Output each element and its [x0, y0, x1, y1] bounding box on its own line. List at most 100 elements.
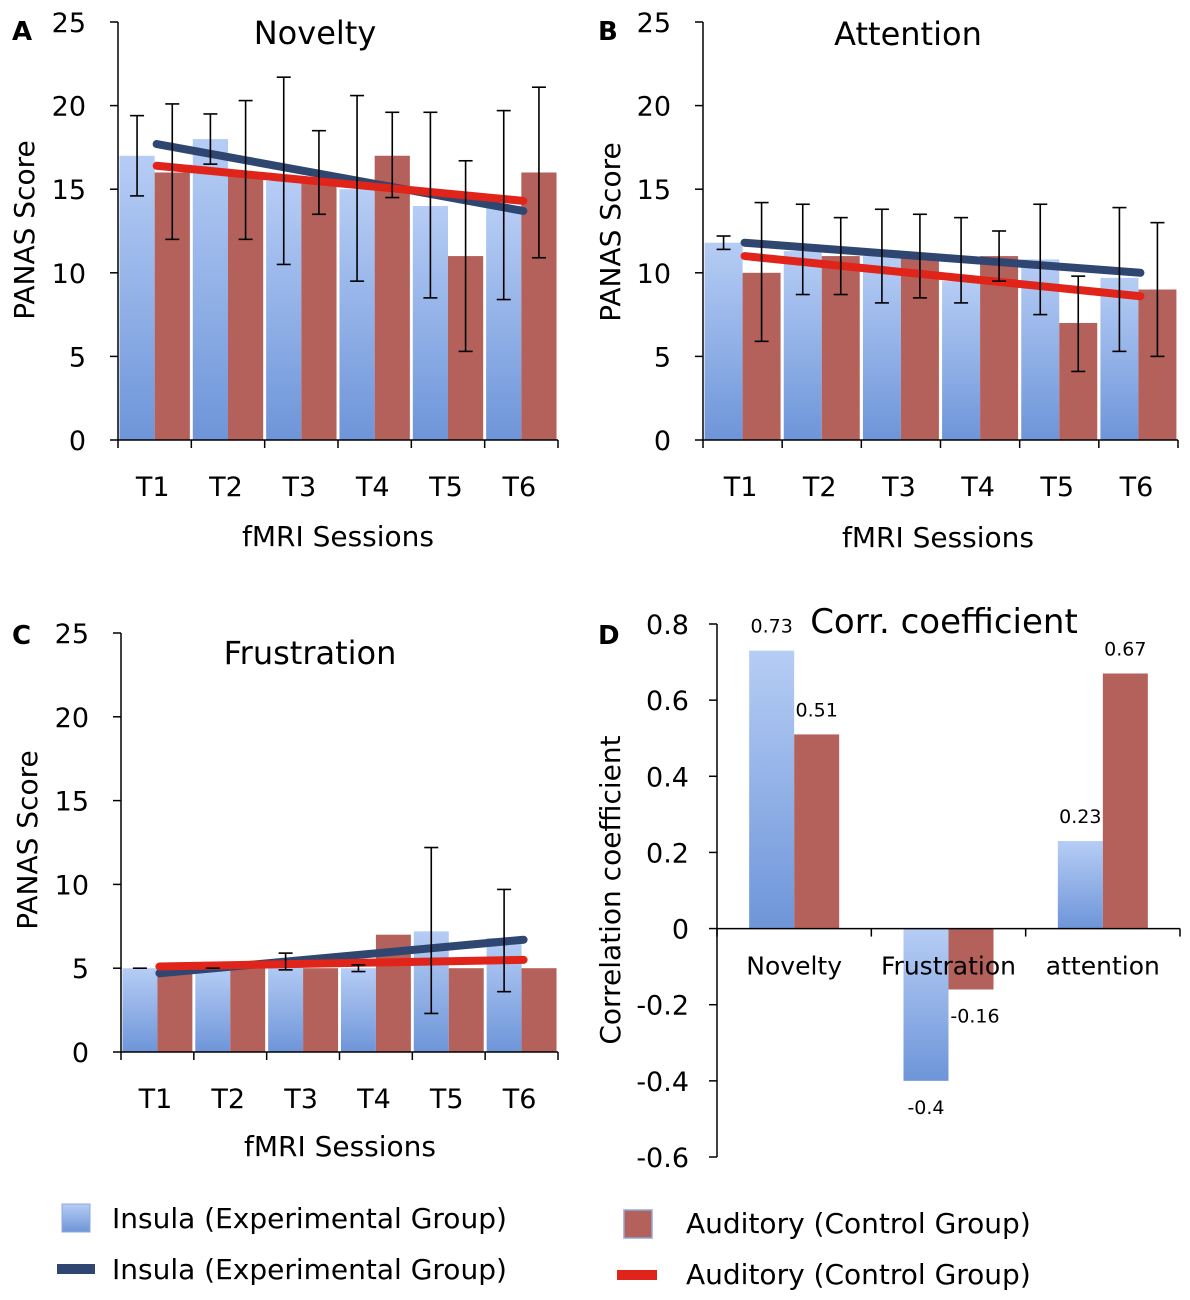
- x-tick-label: T6: [502, 1084, 537, 1115]
- x-tick-label: T5: [429, 1084, 464, 1115]
- error-bar-insula: [1112, 206, 1127, 353]
- bar-insula: [340, 968, 376, 1052]
- bar-auditory: [794, 734, 840, 929]
- x-tick-label: T3: [283, 1084, 318, 1115]
- x-tick-label: T3: [881, 472, 916, 503]
- bar-insula: [704, 242, 743, 440]
- bar-auditory: [301, 180, 337, 440]
- y-tick-label: -0.2: [636, 991, 689, 1022]
- x-tick-label: T4: [960, 472, 995, 503]
- trend-line-insula: [740, 238, 1145, 277]
- y-tick-label: 25: [637, 8, 671, 39]
- legend-swatch-insula-line: [57, 1264, 95, 1274]
- error-bar-insula: [351, 964, 366, 973]
- error-bar-insula: [278, 952, 293, 971]
- x-axis-label: fMRI Sessions: [842, 521, 1034, 554]
- y-tick-label: 0.2: [646, 838, 689, 869]
- y-tick-label: 5: [72, 954, 89, 985]
- x-tick-label: attention: [1046, 952, 1160, 981]
- y-axis-label: PANAS Score: [8, 140, 41, 319]
- chart-title: Attention: [834, 15, 982, 53]
- bar-insula: [119, 155, 155, 440]
- data-label: 0.73: [751, 616, 793, 638]
- error-bar-insula: [276, 76, 291, 266]
- panel-label: B: [598, 17, 618, 47]
- panel-d-correlation: D Corr. coefficient Correlation coeffici…: [594, 602, 1181, 1174]
- x-tick-label: T3: [281, 472, 316, 503]
- error-bar-auditory: [754, 201, 769, 343]
- x-tick-label: T4: [356, 1084, 391, 1115]
- error-bar-insula: [350, 94, 365, 282]
- y-tick-label: 20: [52, 92, 86, 123]
- legend-label: Auditory (Control Group): [686, 1207, 1031, 1240]
- y-tick-label: 10: [55, 870, 89, 901]
- y-tick-label: -0.6: [636, 1143, 689, 1174]
- y-tick-label: 20: [55, 703, 89, 734]
- panel-c-frustration: C Frustration PANAS Score fMRI Sessions …: [11, 619, 559, 1163]
- error-bar-auditory: [165, 103, 180, 241]
- y-tick-label: 20: [637, 92, 671, 123]
- y-tick-label: 5: [69, 342, 86, 373]
- bar-insula: [268, 961, 304, 1052]
- bar-auditory: [157, 968, 193, 1052]
- panel-label: D: [598, 621, 620, 651]
- bar-auditory: [948, 928, 994, 990]
- y-tick-label: 0: [654, 426, 671, 457]
- x-tick-label: T5: [1039, 472, 1074, 503]
- bar-insula: [195, 968, 231, 1052]
- x-tick-label: Frustration: [881, 952, 1016, 981]
- legend-swatch-auditory-line: [617, 1270, 657, 1280]
- x-tick-label: T5: [428, 472, 463, 503]
- bar-auditory: [303, 968, 339, 1052]
- x-tick-label: T1: [723, 472, 758, 503]
- error-bar-insula: [874, 208, 889, 304]
- legend-item-auditory-line: Auditory (Control Group): [617, 1258, 1031, 1291]
- bar-auditory: [448, 968, 484, 1052]
- y-tick-label: 25: [52, 8, 86, 39]
- x-tick-label: T2: [210, 1084, 245, 1115]
- x-tick-label: T1: [135, 472, 170, 503]
- legend-item-insula-bar: Insula (Experimental Group): [61, 1202, 507, 1235]
- y-tick-label: 0.8: [646, 610, 689, 641]
- error-bar-auditory: [458, 159, 473, 353]
- y-tick-label: 15: [637, 175, 671, 206]
- data-label: 0.51: [796, 699, 838, 721]
- x-tick-label: T1: [138, 1084, 173, 1115]
- data-label: 0.23: [1059, 806, 1101, 828]
- x-tick-label: T2: [208, 472, 243, 503]
- error-bar-auditory: [311, 129, 326, 216]
- legend-item-auditory-bar: Auditory (Control Group): [623, 1207, 1031, 1240]
- error-bar-auditory: [238, 99, 253, 241]
- error-bar-insula: [203, 113, 218, 165]
- data-label: 0.67: [1104, 638, 1146, 660]
- x-axis-label: fMRI Sessions: [242, 520, 434, 553]
- error-bar-insula: [424, 846, 439, 1015]
- x-axis-label: fMRI Sessions: [244, 1130, 436, 1163]
- y-tick-label: 10: [52, 259, 86, 290]
- error-bar-auditory: [912, 213, 927, 299]
- bar-insula: [1057, 841, 1103, 929]
- legend-label: Insula (Experimental Group): [112, 1253, 507, 1286]
- error-bar-insula: [1033, 203, 1048, 316]
- bar-insula: [192, 139, 228, 441]
- y-tick-label: 0: [672, 915, 689, 946]
- error-bar-auditory: [385, 111, 400, 199]
- y-tick-label: 0.4: [646, 762, 689, 793]
- panel-a-novelty: A Novelty PANAS Score fMRI Sessions 0 5 10…: [8, 8, 559, 553]
- x-tick-label: T4: [355, 472, 390, 503]
- y-tick-label: -0.4: [636, 1067, 689, 1098]
- chart-title: Corr. coefficient: [810, 602, 1078, 642]
- trend-line-auditory: [740, 252, 1145, 301]
- legend-swatch-insula-bar: [61, 1203, 91, 1233]
- bar-auditory: [374, 155, 410, 440]
- error-bar-auditory: [531, 86, 546, 259]
- trend-line-insula: [152, 140, 528, 215]
- data-label: -0.4: [907, 1097, 944, 1119]
- error-bar-auditory: [1071, 275, 1086, 373]
- bar-auditory: [521, 968, 557, 1052]
- error-bar-auditory: [1150, 221, 1165, 358]
- bar-insula: [942, 281, 981, 440]
- legend-label: Auditory (Control Group): [686, 1258, 1031, 1291]
- y-tick-label: 10: [637, 259, 671, 290]
